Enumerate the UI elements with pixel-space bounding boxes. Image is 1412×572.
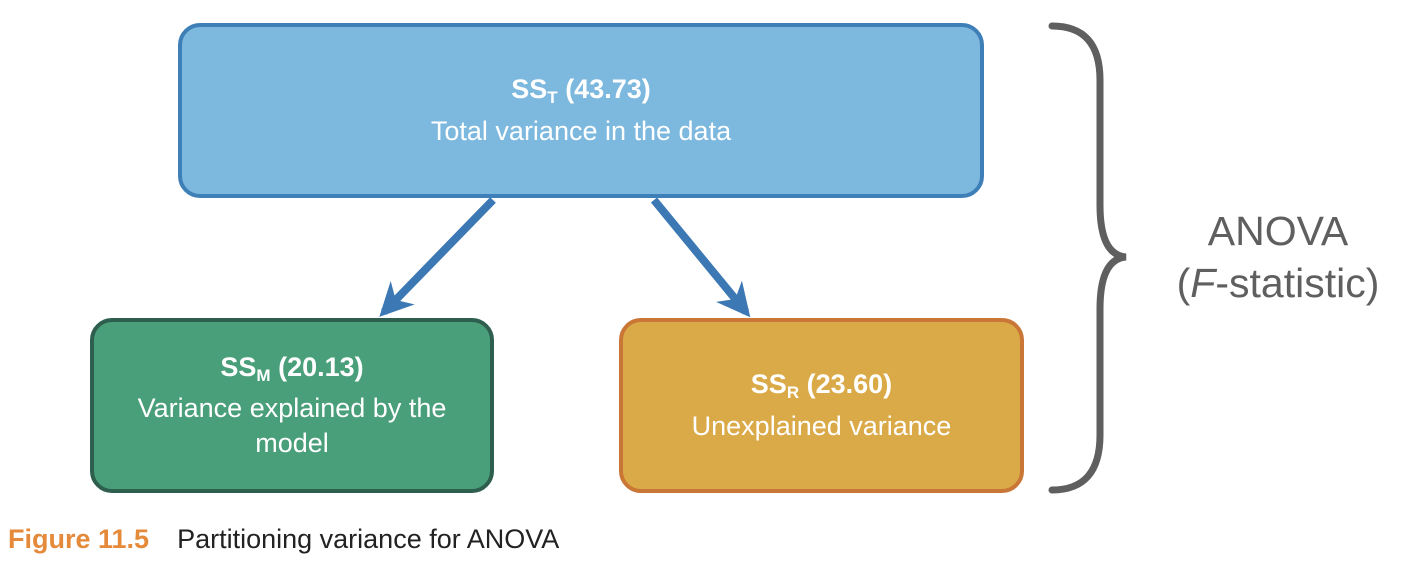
figure-caption-text: Partitioning variance for ANOVA	[177, 524, 560, 554]
brace-label: ANOVA (F-statistic)	[1148, 205, 1408, 310]
node-ss-residual-description: Unexplained variance	[691, 410, 952, 441]
brace-label-statistic: (F-statistic)	[1176, 260, 1380, 307]
node-ss-total: SST (43.73) Total variance in the data	[178, 23, 984, 198]
node-ss-residual: SSR (23.60) Unexplained variance	[619, 318, 1024, 493]
arrow-total-to-residual	[650, 197, 751, 318]
figure-caption: Figure 11.5 Partitioning variance for ANO…	[8, 524, 559, 555]
node-ss-residual-label: SSR (23.60)	[750, 369, 893, 403]
node-ss-total-description: Total variance in the data	[430, 115, 732, 146]
node-ss-total-label: SST (43.73)	[511, 74, 651, 108]
node-ss-model: SSM (20.13) Variance explained by the mo…	[90, 318, 494, 493]
right-brace	[1048, 22, 1127, 494]
node-ss-model-description: Variance explained by the model	[137, 392, 447, 459]
node-ss-model-label: SSM (20.13)	[220, 351, 364, 385]
figure-number: Figure 11.5	[8, 524, 150, 554]
arrow-total-to-model	[379, 197, 496, 317]
brace-label-anova: ANOVA	[1207, 208, 1349, 254]
